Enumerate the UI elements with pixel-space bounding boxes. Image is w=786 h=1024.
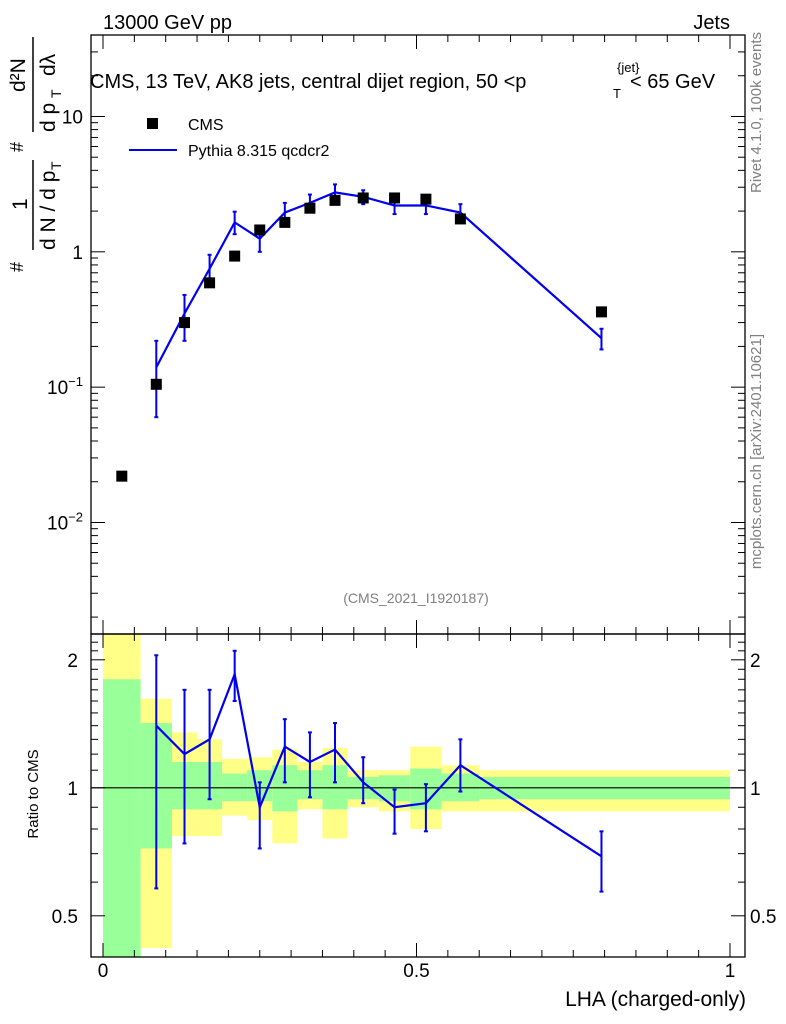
data-point	[389, 192, 401, 204]
ratio-band-inner	[103, 679, 141, 957]
ratio-plot-frame	[90, 633, 746, 958]
data-point	[204, 277, 216, 289]
y-label-hash-left: #	[7, 262, 27, 272]
ratio-y-tick-label-left: 1	[67, 779, 78, 800]
rivet-label: Rivet 4.1.0, 100k events	[748, 32, 765, 193]
data-point	[329, 194, 341, 206]
title-sup: {jet}	[617, 60, 640, 75]
title-sub: T	[613, 86, 621, 101]
header-right: Jets	[693, 12, 730, 34]
legend-marker-cms	[147, 118, 158, 129]
data-point	[150, 378, 162, 390]
data-point	[304, 202, 316, 214]
y-label-hash-mid: #	[7, 142, 27, 152]
main-y-tick-label: 1	[72, 243, 83, 264]
legend-label-mc: Pythia 8.315 qcdcr2	[188, 143, 330, 160]
y-label-dN: d N / d p	[37, 171, 60, 250]
plot-title: CMS, 13 TeV, AK8 jets, central dijet reg…	[90, 60, 716, 101]
x-axis-label: LHA (charged-only)	[565, 988, 746, 1011]
mc-series-line	[155, 191, 603, 368]
data-point	[454, 213, 466, 225]
main-y-tick-label: 10	[62, 107, 83, 128]
data-point	[595, 306, 607, 318]
ratio-y-tick-label-left: 0.5	[52, 907, 78, 928]
y-label-d2N: d²N	[7, 58, 30, 92]
data-point	[279, 216, 291, 228]
y-label-dpt: d p	[37, 103, 60, 132]
data-point	[357, 192, 369, 204]
ratio-y-tick-label-right: 1	[750, 779, 761, 800]
data-point	[179, 317, 191, 329]
main-y-tick-label: 10−1	[47, 374, 83, 399]
y-label-sub-T2: T	[48, 89, 64, 98]
analysis-id: (CMS_2021_I1920187)	[343, 590, 489, 606]
data-point	[116, 470, 128, 482]
header-left: 13000 GeV pp	[103, 12, 232, 34]
data-point	[254, 224, 266, 236]
y-label-dlam: dλ	[37, 53, 60, 76]
ratio-y-tick-label-right: 2	[750, 651, 761, 672]
ratio-y-tick-label-left: 2	[67, 651, 78, 672]
ratio-y-label: Ratio to CMS	[25, 749, 42, 838]
main-y-tick-label: 10−2	[47, 509, 83, 534]
x-tick-label: 1	[725, 961, 736, 982]
legend: CMS Pythia 8.315 qcdcr2	[129, 117, 330, 160]
x-tick-label: 0.5	[403, 961, 429, 982]
main-y-label: # 1 d N / d p T # d²N d p T dλ	[7, 37, 64, 272]
legend-label-cms: CMS	[188, 117, 224, 134]
x-tick-label: 0	[98, 961, 109, 982]
ratio-y-tick-label-right: 0.5	[750, 907, 776, 928]
data-point	[229, 250, 241, 262]
title-main: CMS, 13 TeV, AK8 jets, central dijet reg…	[90, 71, 526, 93]
y-label-one: 1	[9, 198, 32, 210]
data-point	[420, 193, 432, 205]
mcplots-label: mcplots.cern.ch [arXiv:2401.10621]	[748, 334, 765, 569]
title-tail: < 65 GeV	[630, 71, 716, 93]
y-label-sub-T: T	[48, 161, 64, 170]
